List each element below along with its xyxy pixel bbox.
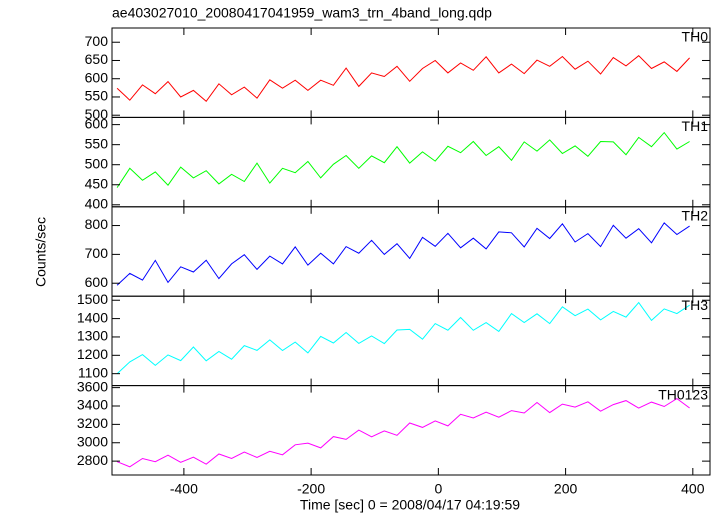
y-tick-label: 600 [85, 69, 109, 85]
panel-label: TH0 [682, 29, 709, 45]
panel-frame [111, 27, 711, 118]
panel-label: TH2 [682, 208, 709, 224]
panel-frame [111, 295, 711, 387]
y-tick-label: 1200 [77, 346, 108, 362]
y-tick-label: 650 [85, 51, 109, 67]
y-tick-label: 3000 [77, 433, 108, 449]
panel-frame [111, 206, 711, 297]
panel-label: TH0123 [658, 386, 708, 402]
x-tick-label: -400 [170, 481, 198, 497]
series-line [116, 301, 690, 375]
y-tick-label: 3600 [77, 378, 108, 394]
x-axis-label: Time [sec] 0 = 2008/04/17 04:19:59 [300, 497, 520, 513]
chart-title: ae403027010_20080417041959_wam3_trn_4ban… [112, 5, 492, 21]
y-tick-label: 3200 [77, 415, 108, 431]
y-tick-label: 500 [85, 106, 109, 122]
panel-label: TH1 [682, 118, 709, 134]
series-line [116, 55, 690, 103]
y-tick-label: 550 [85, 135, 109, 151]
series-line [116, 222, 690, 286]
y-tick-label: 500 [85, 155, 109, 171]
y-tick-label: 600 [85, 274, 109, 290]
panel-label: TH3 [682, 297, 709, 313]
panel-frame [111, 385, 711, 476]
y-tick-label: 3400 [77, 397, 108, 413]
y-tick-label: 450 [85, 175, 109, 191]
y-tick-label: 600 [85, 115, 109, 131]
x-tick-label: 0 [434, 481, 442, 497]
x-tick-label: 400 [681, 481, 705, 497]
x-tick-label: -200 [297, 481, 325, 497]
y-tick-label: 1100 [78, 364, 108, 380]
y-tick-label: 700 [85, 245, 109, 261]
y-axis-label: Counts/sec [33, 217, 49, 287]
y-tick-label: 700 [85, 33, 109, 49]
y-tick-label: 2800 [77, 452, 108, 468]
series-line [116, 397, 690, 468]
x-tick-label: 200 [554, 481, 578, 497]
y-tick-label: 400 [85, 195, 109, 211]
y-tick-label: 1300 [77, 328, 108, 344]
series-line [116, 131, 690, 188]
y-tick-label: 550 [85, 88, 109, 104]
y-tick-label: 1400 [77, 309, 108, 325]
y-tick-label: 800 [85, 216, 109, 232]
y-tick-label: 1500 [77, 291, 108, 307]
